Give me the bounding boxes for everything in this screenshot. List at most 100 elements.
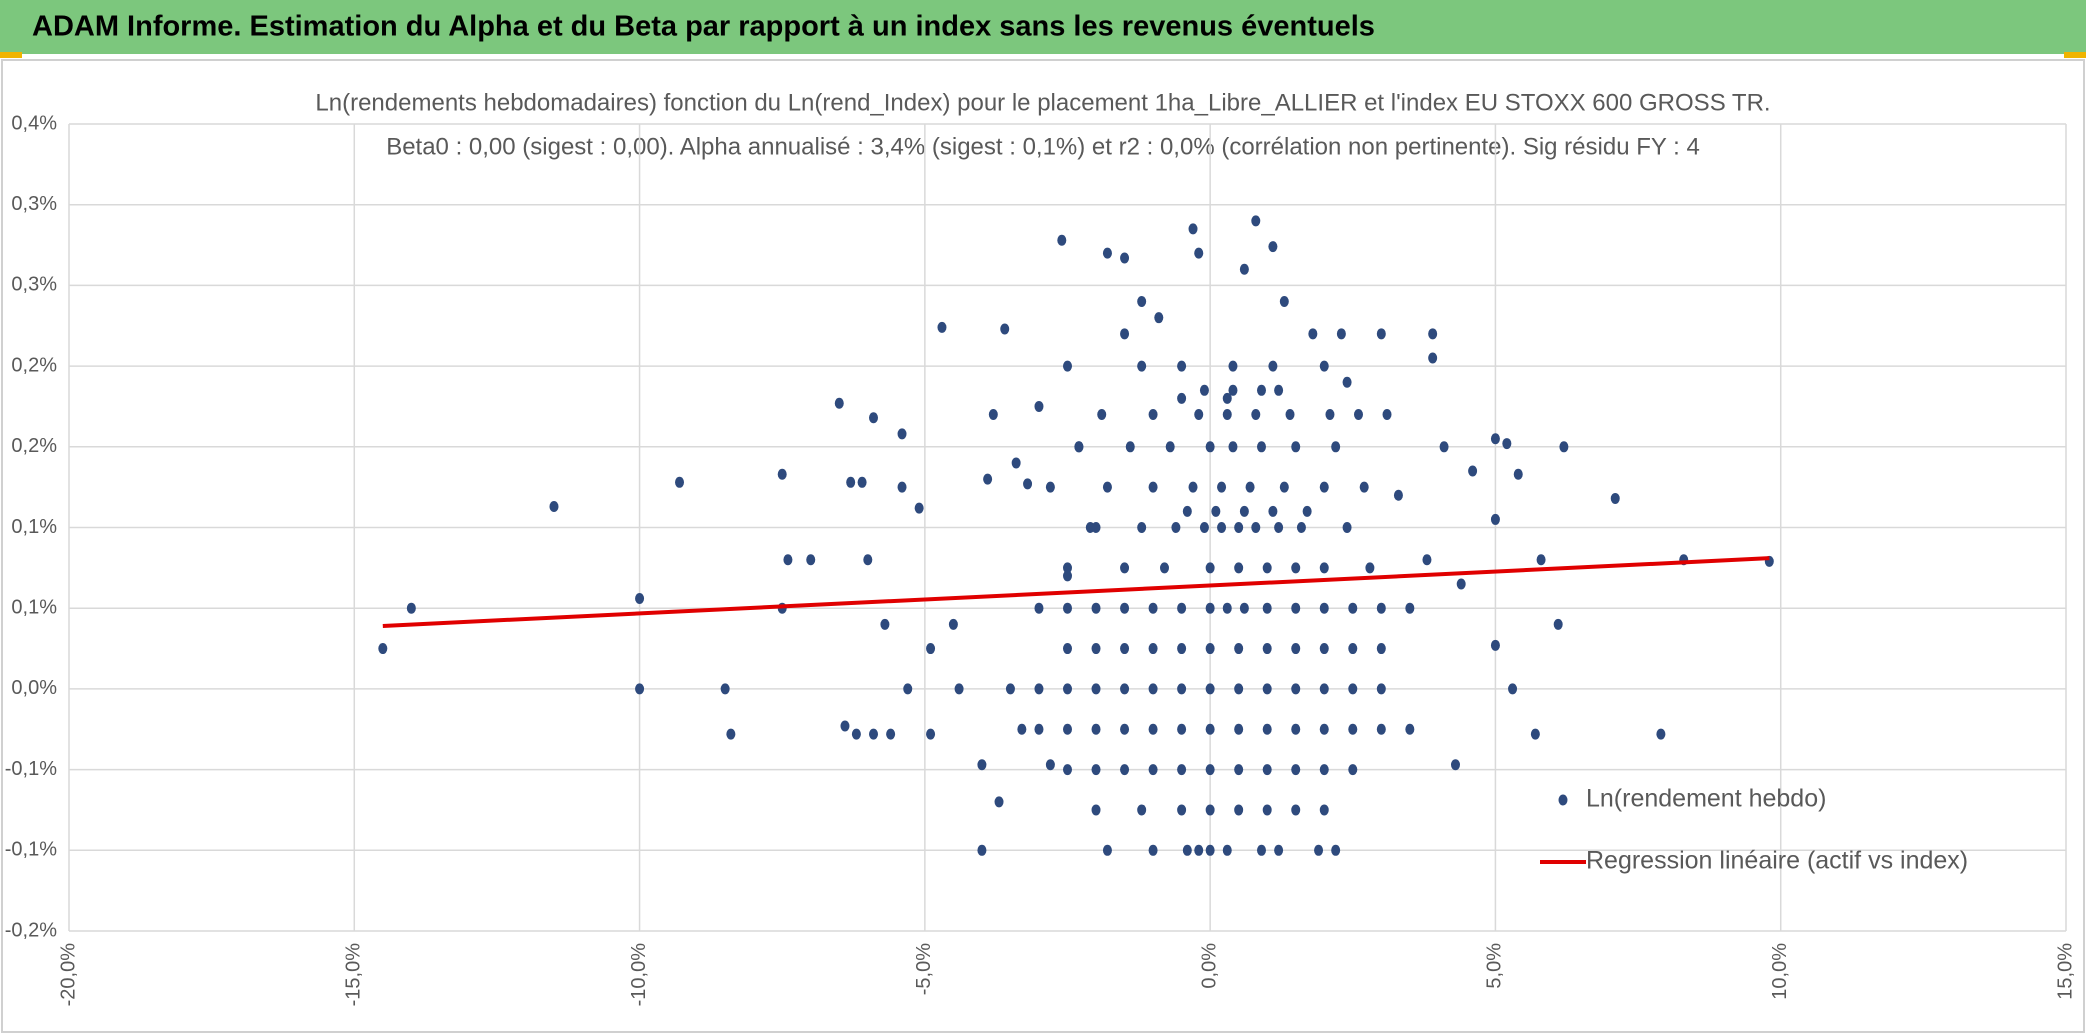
- scatter-point: [1120, 643, 1130, 655]
- scatter-point: [1034, 683, 1044, 695]
- scatter-point: [1376, 683, 1386, 695]
- scatter-point: [977, 844, 987, 856]
- scatter-point: [1291, 683, 1301, 695]
- scatter-point: [1530, 728, 1540, 740]
- scatter-point: [1137, 522, 1147, 533]
- scatter-point: [378, 643, 388, 655]
- scatter-point: [1234, 522, 1244, 533]
- scatter-point: [846, 476, 856, 488]
- scatter-point: [1205, 562, 1215, 574]
- scatter-point: [1268, 241, 1278, 253]
- scatter-point: [1205, 723, 1215, 735]
- scatter-point: [1291, 804, 1301, 816]
- scatter-point: [1274, 522, 1284, 533]
- scatter-point: [1034, 602, 1044, 614]
- scatter-point: [1177, 804, 1187, 816]
- scatter-point: [863, 554, 873, 566]
- scatter-point: [1120, 602, 1130, 614]
- scatter-point: [1308, 328, 1318, 340]
- scatter-point: [1148, 844, 1158, 856]
- scatter-point: [1177, 360, 1187, 372]
- scatter-point: [1091, 522, 1101, 533]
- scatter-point: [1234, 723, 1244, 735]
- scatter-point: [1353, 409, 1363, 421]
- scatter-point: [1034, 400, 1044, 412]
- scatter-point: [1177, 683, 1187, 695]
- y-tick-label: 0,3%: [11, 274, 57, 296]
- scatter-point: [926, 728, 936, 740]
- scatter-point: [937, 321, 947, 333]
- scatter-point: [1348, 764, 1358, 776]
- scatter-point: [948, 618, 958, 630]
- scatter-point: [1182, 505, 1192, 517]
- scatter-point: [635, 593, 645, 605]
- scatter-point: [1262, 643, 1272, 655]
- scatter-point: [1217, 522, 1227, 533]
- scatter-point: [1091, 643, 1101, 655]
- scatter-point: [1188, 223, 1198, 235]
- scatter-point: [1274, 844, 1284, 856]
- scatter-point: [1234, 562, 1244, 574]
- scatter-point: [1091, 602, 1101, 614]
- scatter-point: [1005, 683, 1015, 695]
- scatter-point: [1376, 328, 1386, 340]
- scatter-point: [1285, 409, 1295, 421]
- scatter-point: [1063, 723, 1072, 735]
- scatter-point: [1348, 643, 1358, 655]
- scatter-point: [1359, 481, 1369, 493]
- scatter-point: [1319, 683, 1329, 695]
- scatter-point: [1194, 409, 1204, 421]
- chart-border: [1, 59, 2085, 1033]
- scatter-point: [1319, 481, 1329, 493]
- title-background: [307, 85, 1779, 121]
- scatter-point: [914, 502, 924, 514]
- scatter-point: [406, 602, 416, 614]
- scatter-point: [1405, 602, 1415, 614]
- scatter-point: [1091, 683, 1101, 695]
- scatter-point: [1177, 723, 1187, 735]
- scatter-point: [1513, 468, 1523, 480]
- y-tick-label: 0,3%: [11, 193, 57, 215]
- scatter-point: [1063, 602, 1072, 614]
- scatter-point: [1314, 844, 1324, 856]
- scatter-point: [994, 796, 1004, 808]
- scatter-point: [1063, 360, 1072, 372]
- scatter-point: [1120, 252, 1130, 264]
- scatter-point: [1148, 602, 1158, 614]
- scatter-point: [1239, 602, 1249, 614]
- scatter-point: [1148, 723, 1158, 735]
- scatter-point: [1074, 441, 1084, 453]
- x-tick-label: 0,0%: [1198, 943, 1220, 989]
- scatter-point: [1063, 570, 1072, 582]
- x-tick-label: -5,0%: [913, 943, 935, 995]
- header-bar: [0, 0, 2086, 54]
- scatter-point: [1063, 643, 1072, 655]
- scatter-point: [1194, 247, 1204, 259]
- y-tick-label: -0,2%: [5, 919, 57, 941]
- scatter-point: [1428, 352, 1438, 364]
- scatter-point: [1291, 602, 1301, 614]
- scatter-point: [1559, 441, 1569, 453]
- scatter-point: [1148, 481, 1158, 493]
- scatter-point: [1268, 505, 1278, 517]
- scatter-point: [1428, 328, 1438, 340]
- scatter-point: [1188, 481, 1198, 493]
- scatter-point: [1291, 723, 1301, 735]
- scatter-point: [1256, 844, 1266, 856]
- scatter-point: [549, 501, 559, 513]
- scatter-point: [1034, 723, 1044, 735]
- scatter-point: [1262, 764, 1272, 776]
- scatter-point: [1120, 723, 1130, 735]
- scatter-point: [1319, 764, 1329, 776]
- scatter-point: [1245, 481, 1255, 493]
- scatter-point: [1120, 764, 1130, 776]
- scatter-point: [1319, 723, 1329, 735]
- scatter-point: [869, 412, 879, 424]
- y-tick-label: 0,2%: [11, 435, 57, 457]
- scatter-point: [1262, 804, 1272, 816]
- scatter-point: [1222, 409, 1232, 421]
- scatter-point: [1228, 441, 1238, 453]
- scatter-point: [886, 728, 896, 740]
- scatter-point: [1468, 465, 1478, 477]
